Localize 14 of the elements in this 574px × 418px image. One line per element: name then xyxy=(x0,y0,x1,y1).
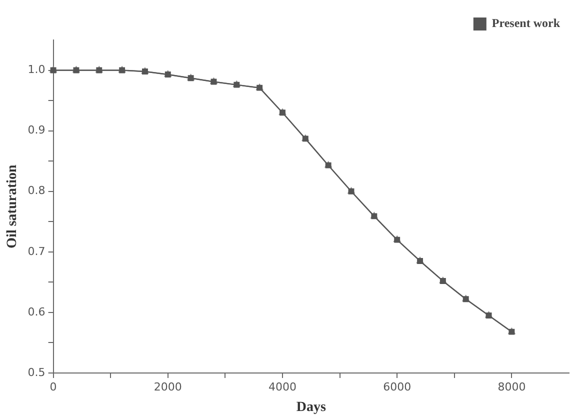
y-axis-title: Oil saturation xyxy=(5,164,20,248)
x-tick-label: 2000 xyxy=(154,380,182,394)
x-tick-label: 8000 xyxy=(498,380,526,394)
legend-label: Present work xyxy=(492,16,560,30)
y-tick-label: 0.7 xyxy=(28,244,46,258)
y-tick-label: 0.5 xyxy=(28,366,46,379)
y-tick-label: 0.9 xyxy=(28,124,46,137)
x-tick-label: 6000 xyxy=(383,380,412,394)
y-tick-label: 1.0 xyxy=(28,63,46,76)
y-tick-label: 0.6 xyxy=(28,305,46,318)
x-axis-title: Days xyxy=(296,400,326,416)
y-tick-label: 0.8 xyxy=(28,184,46,198)
x-tick-label: 0 xyxy=(50,380,57,394)
x-tick-label: 4000 xyxy=(268,380,296,394)
